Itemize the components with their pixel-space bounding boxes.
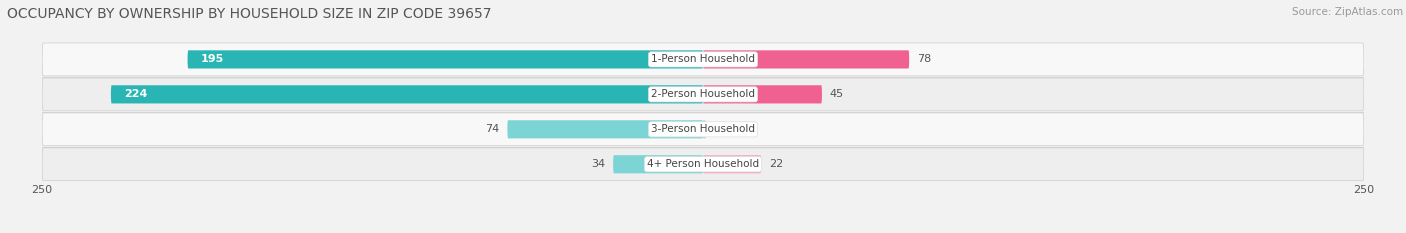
Text: OCCUPANCY BY OWNERSHIP BY HOUSEHOLD SIZE IN ZIP CODE 39657: OCCUPANCY BY OWNERSHIP BY HOUSEHOLD SIZE… (7, 7, 492, 21)
FancyBboxPatch shape (613, 155, 703, 173)
Text: 1: 1 (714, 124, 720, 134)
Text: 3-Person Household: 3-Person Household (651, 124, 755, 134)
FancyBboxPatch shape (703, 155, 761, 173)
FancyBboxPatch shape (42, 148, 1364, 181)
FancyBboxPatch shape (42, 78, 1364, 111)
FancyBboxPatch shape (508, 120, 703, 138)
FancyBboxPatch shape (111, 85, 703, 103)
FancyBboxPatch shape (42, 43, 1364, 76)
Text: 1-Person Household: 1-Person Household (651, 55, 755, 64)
Text: 78: 78 (917, 55, 931, 64)
Text: 22: 22 (769, 159, 783, 169)
FancyBboxPatch shape (703, 50, 910, 69)
FancyBboxPatch shape (703, 120, 706, 138)
Text: 2-Person Household: 2-Person Household (651, 89, 755, 99)
FancyBboxPatch shape (42, 113, 1364, 146)
FancyBboxPatch shape (703, 85, 823, 103)
Text: 74: 74 (485, 124, 499, 134)
Text: 195: 195 (201, 55, 224, 64)
Text: Source: ZipAtlas.com: Source: ZipAtlas.com (1292, 7, 1403, 17)
Text: 45: 45 (830, 89, 844, 99)
Text: 4+ Person Household: 4+ Person Household (647, 159, 759, 169)
Text: 224: 224 (124, 89, 148, 99)
FancyBboxPatch shape (187, 50, 703, 69)
Text: 34: 34 (591, 159, 605, 169)
